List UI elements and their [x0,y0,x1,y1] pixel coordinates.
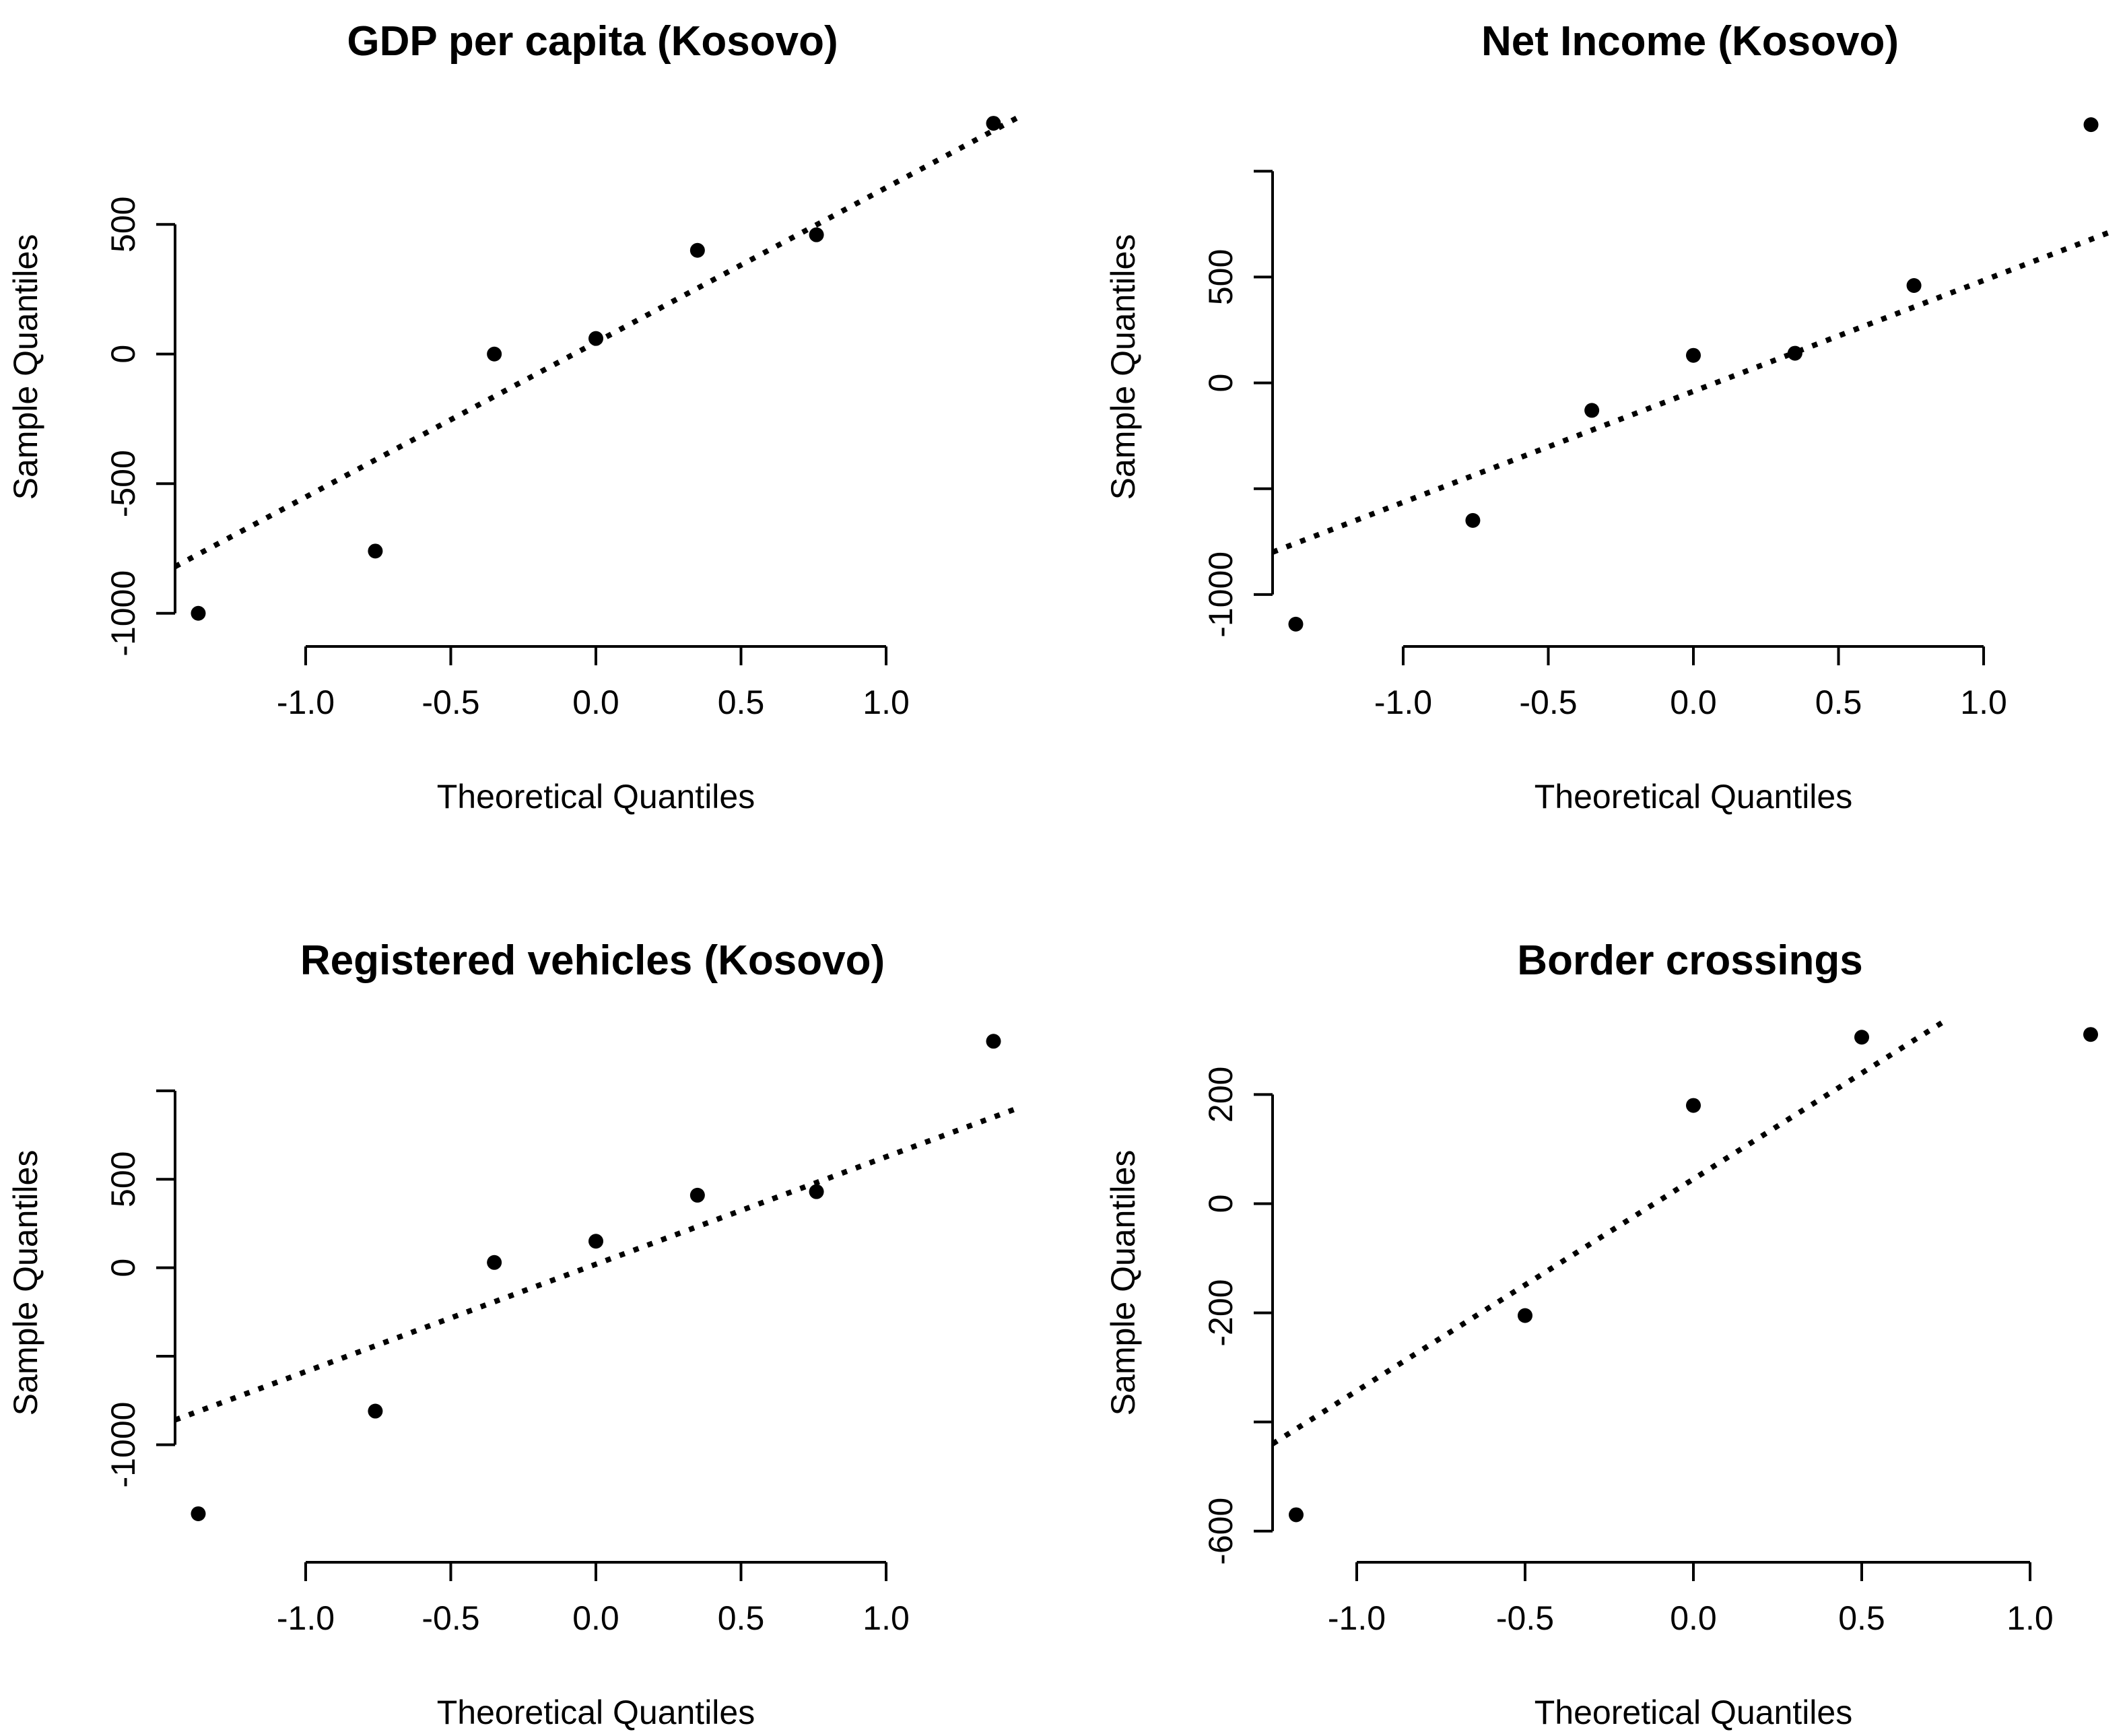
x-axis-title: Theoretical Quantiles [437,778,755,815]
chart-panel-2: Net Income (Kosovo) -1000 0 500 -1.0 -0.5 0.0 0… [1104,18,2116,815]
x-tick-label: 0.5 [1838,1599,1885,1637]
x-tick-label: 0.5 [718,683,765,721]
y-axis-title: Sample Quantiles [7,1150,44,1416]
qq-reference-line [174,1106,1018,1423]
data-point [487,346,502,362]
x-tick-label: 0.0 [572,683,619,721]
y-tick-label: 0 [1202,1195,1240,1213]
data-point [809,1184,824,1199]
data-point [368,1403,383,1419]
x-axis-title: Theoretical Quantiles [1534,778,1852,815]
y-tick-label: -600 [1202,1498,1240,1565]
y-tick-label: 0 [1202,374,1240,393]
data-point [986,1034,1001,1049]
chart-panel-3: Registered vehicles (Kosovo) -1000 0 500 -1.… [7,937,1018,1731]
x-tick-label: 0.5 [1815,683,1862,721]
data-point [1686,1098,1701,1113]
data-point [689,242,705,258]
y-tick-label: -1000 [1202,552,1240,638]
x-tick-label: 1.0 [2006,1599,2054,1637]
x-tick-label: 0.0 [1670,1599,1717,1637]
data-point [487,1255,502,1270]
x-tick-label: 0.5 [718,1599,765,1637]
chart-title: Registered vehicles (Kosovo) [300,937,885,984]
y-tick-label: -1000 [104,570,142,657]
y-tick-label: -500 [104,450,142,517]
y-axis-title: Sample Quantiles [1104,234,1142,500]
x-axis-title: Theoretical Quantiles [1534,1694,1852,1731]
x-tick-label: -1.0 [1328,1599,1386,1637]
x-tick-label: 0.0 [1670,683,1717,721]
y-tick-label: 500 [1202,249,1240,305]
data-point [809,227,824,242]
chart-title: Net Income (Kosovo) [1481,18,1899,65]
data-point [1288,616,1304,632]
y-tick-label: 500 [104,1151,142,1207]
x-tick-label: -1.0 [277,683,335,721]
data-point [1787,345,1802,361]
chart-panel-1: GDP per capita (Kosovo) -1000 -500 0 500 -1.0… [7,18,1018,815]
x-tick-label: 1.0 [1960,683,2007,721]
chart-title: GDP per capita (Kosovo) [347,18,838,65]
data-point [2083,117,2099,133]
y-tick-label: 0 [104,345,142,364]
data-point [1289,1507,1304,1523]
data-point [368,543,383,559]
data-point [1854,1030,1869,1045]
data-point [1686,347,1701,363]
data-point [1518,1308,1532,1323]
y-tick-label: -200 [1202,1279,1240,1347]
y-tick-label: 200 [1202,1067,1240,1123]
data-point [588,1234,603,1249]
x-tick-label: -0.5 [421,683,479,721]
data-point [588,331,603,346]
x-tick-label: 1.0 [863,683,910,721]
data-point [1584,403,1600,418]
data-point [1465,512,1481,528]
data-point [191,605,206,621]
y-tick-label: 0 [104,1259,142,1277]
data-point [2083,1027,2098,1042]
x-tick-label: -0.5 [1519,683,1577,721]
qq-reference-line [1271,228,2116,555]
chart-title: Border crossings [1517,937,1862,984]
x-tick-label: 1.0 [863,1599,910,1637]
y-tick-label: -1000 [104,1402,142,1488]
x-tick-label: -0.5 [421,1599,479,1637]
x-axis-title: Theoretical Quantiles [437,1694,755,1731]
data-point [1906,278,1922,293]
x-tick-label: -1.0 [277,1599,335,1637]
x-tick-label: 0.0 [572,1599,619,1637]
y-axis-title: Sample Quantiles [7,234,44,500]
x-tick-label: -0.5 [1496,1599,1554,1637]
data-point [986,116,1001,131]
y-tick-label: 500 [104,197,142,253]
y-axis-title: Sample Quantiles [1104,1150,1142,1416]
data-point [191,1506,206,1521]
x-tick-label: -1.0 [1374,683,1432,721]
chart-panel-4: Border crossings -600 -200 0 200 -1.0 -0.5 0.0 0… [1104,937,2098,1731]
data-point [689,1187,705,1203]
